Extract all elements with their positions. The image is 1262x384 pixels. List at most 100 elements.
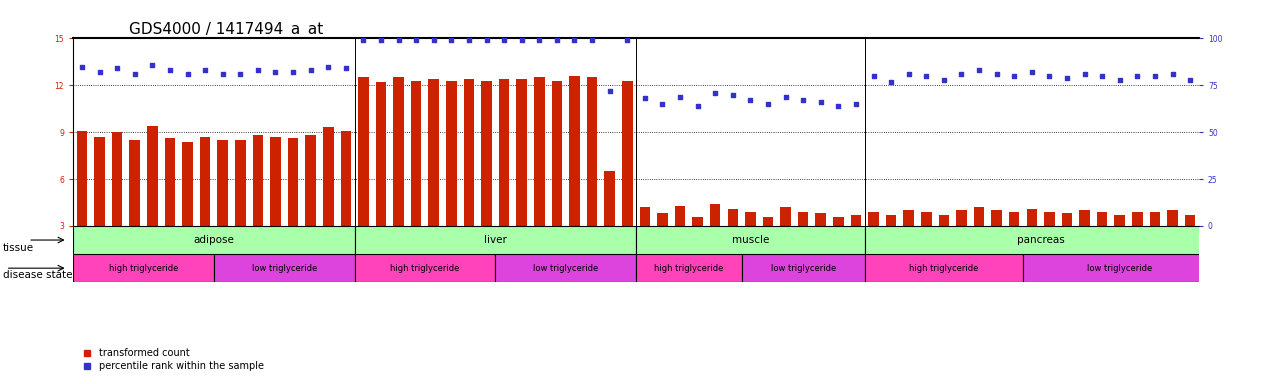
Bar bbox=[1044, 212, 1055, 226]
Point bbox=[1056, 75, 1076, 81]
Bar bbox=[974, 207, 984, 226]
Point bbox=[846, 101, 866, 107]
Bar bbox=[73, 226, 355, 254]
Bar bbox=[798, 212, 809, 226]
Text: high triglyceride: high triglyceride bbox=[109, 264, 178, 273]
Bar bbox=[534, 78, 545, 226]
Bar bbox=[112, 132, 122, 226]
Point bbox=[1180, 76, 1200, 83]
Bar bbox=[1008, 212, 1020, 226]
Bar bbox=[622, 81, 632, 226]
Bar bbox=[864, 226, 1217, 254]
Bar bbox=[745, 212, 756, 226]
Point bbox=[265, 69, 285, 75]
Text: tissue: tissue bbox=[3, 243, 34, 253]
Point bbox=[529, 37, 549, 43]
Point bbox=[987, 71, 1007, 77]
Bar bbox=[904, 210, 914, 226]
Point bbox=[247, 67, 268, 73]
Bar bbox=[711, 204, 721, 226]
Text: disease state: disease state bbox=[3, 270, 72, 280]
Point bbox=[459, 37, 480, 43]
Point bbox=[705, 90, 726, 96]
Bar bbox=[1150, 212, 1160, 226]
Point bbox=[1127, 73, 1147, 79]
Bar bbox=[762, 217, 774, 226]
Point bbox=[688, 103, 708, 109]
Point bbox=[178, 71, 198, 77]
Point bbox=[1145, 73, 1165, 79]
Point bbox=[212, 71, 232, 77]
Point bbox=[143, 61, 163, 68]
Bar bbox=[199, 137, 211, 226]
Bar bbox=[73, 254, 215, 282]
Point bbox=[652, 101, 673, 107]
Bar bbox=[95, 137, 105, 226]
Bar bbox=[833, 217, 843, 226]
Point bbox=[599, 88, 620, 94]
Point bbox=[1005, 73, 1025, 79]
Bar bbox=[1023, 254, 1217, 282]
Point bbox=[283, 69, 303, 75]
Bar bbox=[636, 226, 864, 254]
Point bbox=[723, 92, 743, 98]
Text: muscle: muscle bbox=[732, 235, 769, 245]
Bar bbox=[1132, 212, 1142, 226]
Point bbox=[318, 63, 338, 70]
Point bbox=[1022, 69, 1042, 75]
Text: low triglyceride: low triglyceride bbox=[533, 264, 598, 273]
Point bbox=[916, 73, 936, 79]
Point bbox=[477, 37, 497, 43]
Bar bbox=[1026, 209, 1037, 226]
Point bbox=[336, 65, 356, 71]
Bar bbox=[305, 135, 316, 226]
Text: low triglyceride: low triglyceride bbox=[251, 264, 317, 273]
Bar bbox=[445, 81, 457, 226]
Bar bbox=[215, 254, 355, 282]
Point bbox=[371, 37, 391, 43]
Point bbox=[196, 67, 216, 73]
Bar bbox=[604, 171, 615, 226]
Bar bbox=[551, 81, 562, 226]
Bar bbox=[587, 78, 597, 226]
Bar bbox=[780, 207, 791, 226]
Bar bbox=[742, 254, 864, 282]
Bar bbox=[495, 254, 636, 282]
Bar bbox=[217, 140, 228, 226]
Point bbox=[1074, 71, 1094, 77]
Bar bbox=[1185, 215, 1195, 226]
Point bbox=[670, 93, 690, 99]
Point bbox=[1040, 73, 1060, 79]
Bar bbox=[1167, 210, 1177, 226]
Bar bbox=[411, 81, 422, 226]
Text: pancreas: pancreas bbox=[1017, 235, 1064, 245]
Bar bbox=[1061, 214, 1073, 226]
Point bbox=[389, 37, 409, 43]
Point bbox=[635, 95, 655, 101]
Point bbox=[582, 37, 602, 43]
Point bbox=[230, 71, 250, 77]
Point bbox=[1109, 76, 1129, 83]
Point bbox=[810, 99, 830, 105]
Point bbox=[546, 37, 567, 43]
Point bbox=[493, 37, 514, 43]
Point bbox=[741, 97, 761, 103]
Bar bbox=[358, 78, 369, 226]
Bar bbox=[235, 140, 246, 226]
Bar bbox=[1114, 215, 1124, 226]
Point bbox=[353, 37, 374, 43]
Bar bbox=[463, 79, 475, 226]
Point bbox=[424, 37, 444, 43]
Point bbox=[934, 76, 954, 83]
Bar bbox=[815, 214, 827, 226]
Point bbox=[1162, 71, 1182, 77]
Text: high triglyceride: high triglyceride bbox=[654, 264, 723, 273]
Point bbox=[952, 71, 972, 77]
Bar bbox=[992, 210, 1002, 226]
Bar bbox=[640, 207, 650, 226]
Bar bbox=[288, 139, 298, 226]
Bar bbox=[148, 126, 158, 226]
Bar bbox=[939, 215, 949, 226]
Bar bbox=[1079, 210, 1090, 226]
Text: high triglyceride: high triglyceride bbox=[390, 264, 459, 273]
